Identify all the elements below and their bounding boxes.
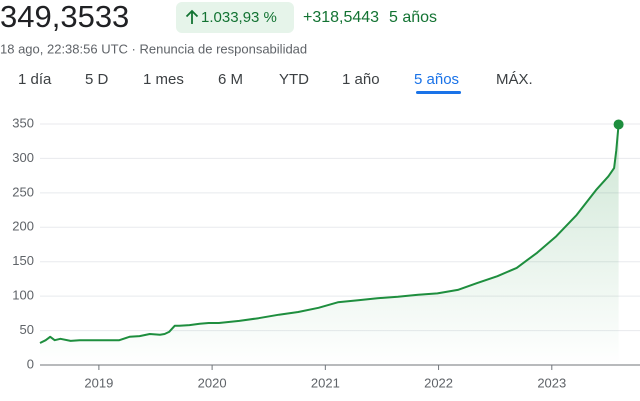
y-tick-label: 350: [12, 115, 34, 130]
change-percent: 1.033,93 %: [201, 9, 277, 26]
price-line: [39, 124, 620, 344]
area-fill: [40, 124, 619, 366]
range-tab[interactable]: 1 año: [342, 71, 380, 88]
y-tick-label: 50: [20, 322, 34, 337]
y-tick-label: 200: [12, 219, 34, 234]
range-tabs: 1 día 5 D 1 mes 6 M YTD 1 año 5 años MÁX.: [18, 71, 533, 94]
range-tab[interactable]: 1 mes: [143, 71, 184, 88]
change-abs: +318,5443: [303, 9, 379, 26]
range-tab[interactable]: MÁX.: [496, 71, 533, 88]
x-tick-label: 2021: [311, 375, 340, 390]
x-tick-label: 2022: [424, 375, 453, 390]
range-tab[interactable]: 1 día: [18, 71, 52, 88]
range-tab[interactable]: YTD: [279, 71, 309, 88]
x-tick-label: 2023: [537, 375, 566, 390]
change-period: 5 años: [389, 9, 437, 26]
y-tick-label: 150: [12, 253, 34, 268]
change-chip: [176, 2, 294, 33]
price: 349,3533: [0, 0, 129, 34]
plot: 0 50 100 150 200 250 300 350 2019 2020 2021 2022 202…: [12, 115, 640, 390]
y-tick-label: 250: [12, 184, 34, 199]
range-tab[interactable]: 5 años: [414, 71, 459, 88]
range-tab[interactable]: 6 M: [218, 71, 243, 88]
range-tab[interactable]: 5 D: [85, 71, 109, 88]
x-tick-label: 2020: [198, 375, 227, 390]
up-arrow: [185, 9, 199, 24]
end-marker: [613, 119, 624, 130]
x-tick-label: 2019: [84, 375, 113, 390]
timestamp-disclaimer: 18 ago, 22:38:56 UTC · Renuncia de respo…: [0, 41, 307, 56]
active-tab-underline: [416, 91, 462, 94]
y-tick-label: 100: [12, 288, 34, 303]
y-tick-label: 0: [27, 356, 34, 371]
y-tick-label: 300: [12, 150, 34, 165]
